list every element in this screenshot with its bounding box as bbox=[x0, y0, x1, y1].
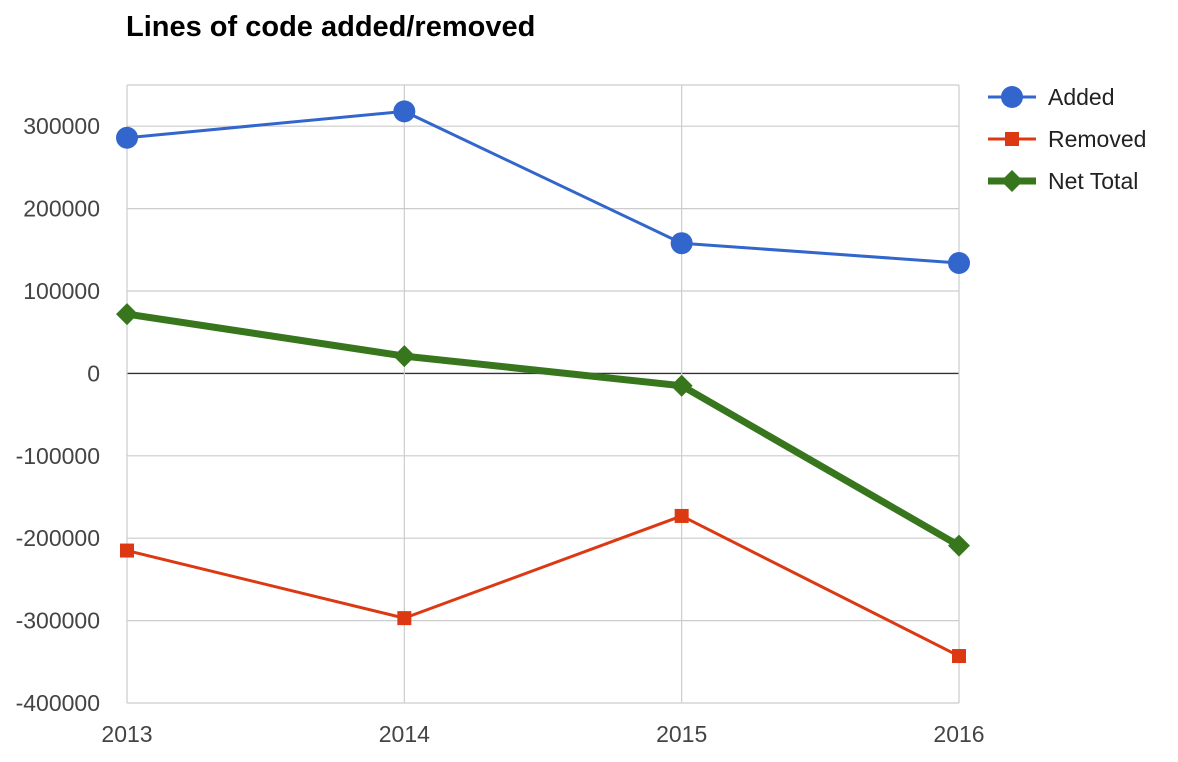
series-net-total bbox=[116, 303, 970, 557]
y-tick-label: -200000 bbox=[16, 525, 100, 551]
data-point bbox=[120, 543, 134, 558]
data-point bbox=[393, 345, 416, 368]
series-line bbox=[126, 514, 960, 658]
legend-swatch-marker bbox=[1001, 170, 1023, 192]
legend-item-added[interactable]: Added bbox=[988, 84, 1115, 110]
series-line bbox=[126, 310, 961, 549]
x-tick-label: 2014 bbox=[379, 721, 430, 747]
y-tick-label: 300000 bbox=[23, 113, 100, 139]
legend-label: Added bbox=[1048, 84, 1115, 110]
y-tick-label: 100000 bbox=[23, 278, 100, 304]
series-added bbox=[116, 100, 970, 274]
y-tick-label: -400000 bbox=[16, 690, 100, 716]
grid bbox=[126, 84, 960, 704]
legend-item-removed[interactable]: Removed bbox=[988, 126, 1146, 152]
axes: 300000 200000 100000 0 -100000 -200000 -300000… bbox=[16, 113, 985, 747]
x-tick-label: 2015 bbox=[656, 721, 707, 747]
data-point bbox=[670, 232, 693, 255]
y-tick-label: -300000 bbox=[16, 608, 100, 634]
legend-swatch-marker bbox=[1001, 86, 1023, 108]
data-point bbox=[116, 303, 138, 326]
data-point bbox=[670, 374, 693, 397]
legend-label: Removed bbox=[1048, 126, 1146, 152]
data-point bbox=[952, 649, 966, 664]
legend-swatch-marker bbox=[1005, 132, 1019, 146]
series-line bbox=[126, 109, 960, 265]
x-tick-label: 2016 bbox=[933, 721, 984, 747]
data-point bbox=[393, 100, 416, 123]
data-point bbox=[397, 611, 412, 626]
data-point bbox=[948, 251, 970, 274]
legend-item-net-total[interactable]: Net Total bbox=[988, 168, 1138, 194]
data-point bbox=[116, 126, 138, 149]
data-point bbox=[948, 534, 970, 557]
legend: Added Removed Net Total bbox=[988, 84, 1146, 194]
y-tick-label: 0 bbox=[87, 360, 100, 386]
series-removed bbox=[120, 508, 966, 664]
x-tick-label: 2013 bbox=[101, 721, 152, 747]
y-tick-label: -100000 bbox=[16, 443, 100, 469]
y-tick-label: 200000 bbox=[23, 196, 100, 222]
legend-label: Net Total bbox=[1048, 168, 1138, 194]
data-point bbox=[674, 508, 689, 523]
chart-title: Lines of code added/removed bbox=[126, 11, 535, 43]
series-group bbox=[116, 100, 970, 664]
